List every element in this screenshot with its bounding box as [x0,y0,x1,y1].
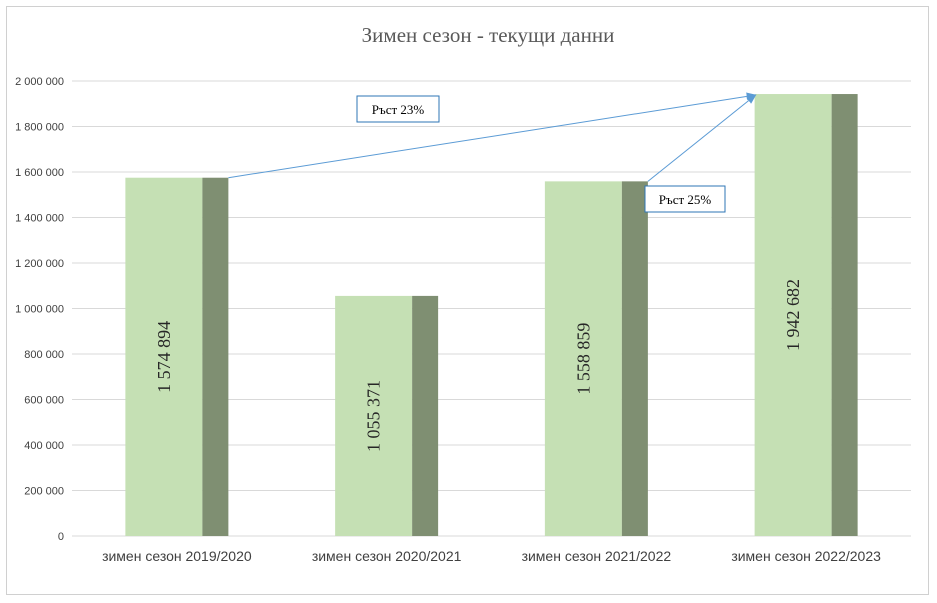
data-labels: 1 574 894 1 055 371 1 558 859 1 942 682 [154,279,803,452]
category-label: зимен сезон 2020/2021 [312,548,462,564]
data-label: 1 055 371 [364,380,384,452]
bar-segment-dark [412,295,439,536]
bar [754,94,858,536]
bar [125,177,229,536]
y-tick-label: 800 000 [24,349,64,361]
chart-title: Зимен сезон - текущи данни [362,23,615,47]
callout-text: Ръст 25% [659,192,712,207]
callout-box [644,185,726,213]
y-tick-label: 0 [58,531,64,543]
y-tick-label: 400 000 [24,440,64,452]
bar-segment-light [125,177,203,536]
category-label: зимен сезон 2019/2020 [102,548,252,564]
bar-segment-light [544,181,622,537]
y-tick-label: 2 000 000 [15,76,64,88]
y-tick-label: 1 000 000 [15,304,64,316]
bar [335,295,439,536]
y-tick-label: 1 400 000 [15,213,64,225]
bar-segment-light [754,94,832,536]
y-axis-tick-labels: 0 200 000 400 000 600 000 800 000 1 000 000 1 … [15,76,64,543]
growth-callout: Ръст 23% [356,95,440,123]
bar-segment-light [335,295,413,536]
growth-callout: Ръст 25% [644,185,726,213]
callout-text: Ръст 23% [372,102,425,117]
bar-segment-dark [202,177,229,536]
bar [544,181,648,537]
growth-arrow [228,92,757,179]
data-label: 1 574 894 [154,321,174,393]
bar-segment-dark [831,94,858,536]
callout-box [356,95,440,123]
y-tick-label: 200 000 [24,486,64,498]
category-label: зимен сезон 2022/2023 [731,548,881,564]
bar-segment-dark [621,181,648,537]
annotations: Ръст 23% Ръст 25% [228,92,757,213]
data-label: 1 558 859 [573,323,593,395]
growth-arrow [647,94,757,182]
x-axis-category-labels: зимен сезон 2019/2020 зимен сезон 2020/20… [102,548,881,564]
y-tick-label: 600 000 [24,395,64,407]
y-tick-label: 1 800 000 [15,122,64,134]
bars [125,94,858,537]
y-tick-label: 1 200 000 [15,258,64,270]
category-label: зимен сезон 2021/2022 [522,548,672,564]
y-tick-label: 1 600 000 [15,167,64,179]
data-label: 1 942 682 [783,279,803,351]
